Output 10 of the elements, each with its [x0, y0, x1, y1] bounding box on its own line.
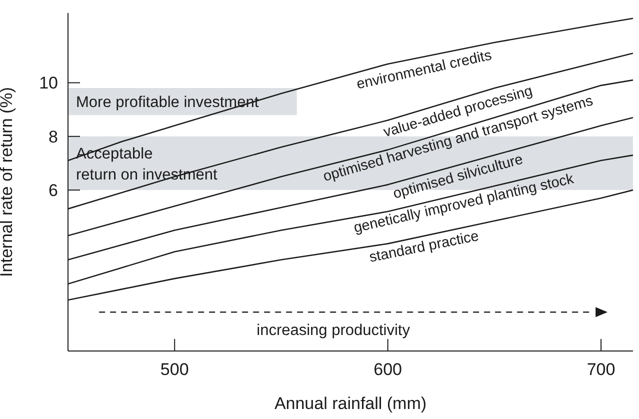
text: standard practice [368, 228, 480, 266]
y-tick-label: 8 [48, 127, 58, 146]
x-tick-label: 600 [374, 360, 402, 379]
y-axis-title: Internal rate of return (%) [0, 87, 16, 277]
x-tick-label: 500 [160, 360, 189, 379]
y-tick-label: 10 [39, 74, 58, 93]
y-tick-label: 6 [48, 181, 58, 200]
x-tick-label: 700 [586, 360, 616, 379]
annotation: increasing productivity [256, 322, 410, 340]
x-axis-title: Annual rainfall (mm) [274, 394, 427, 413]
